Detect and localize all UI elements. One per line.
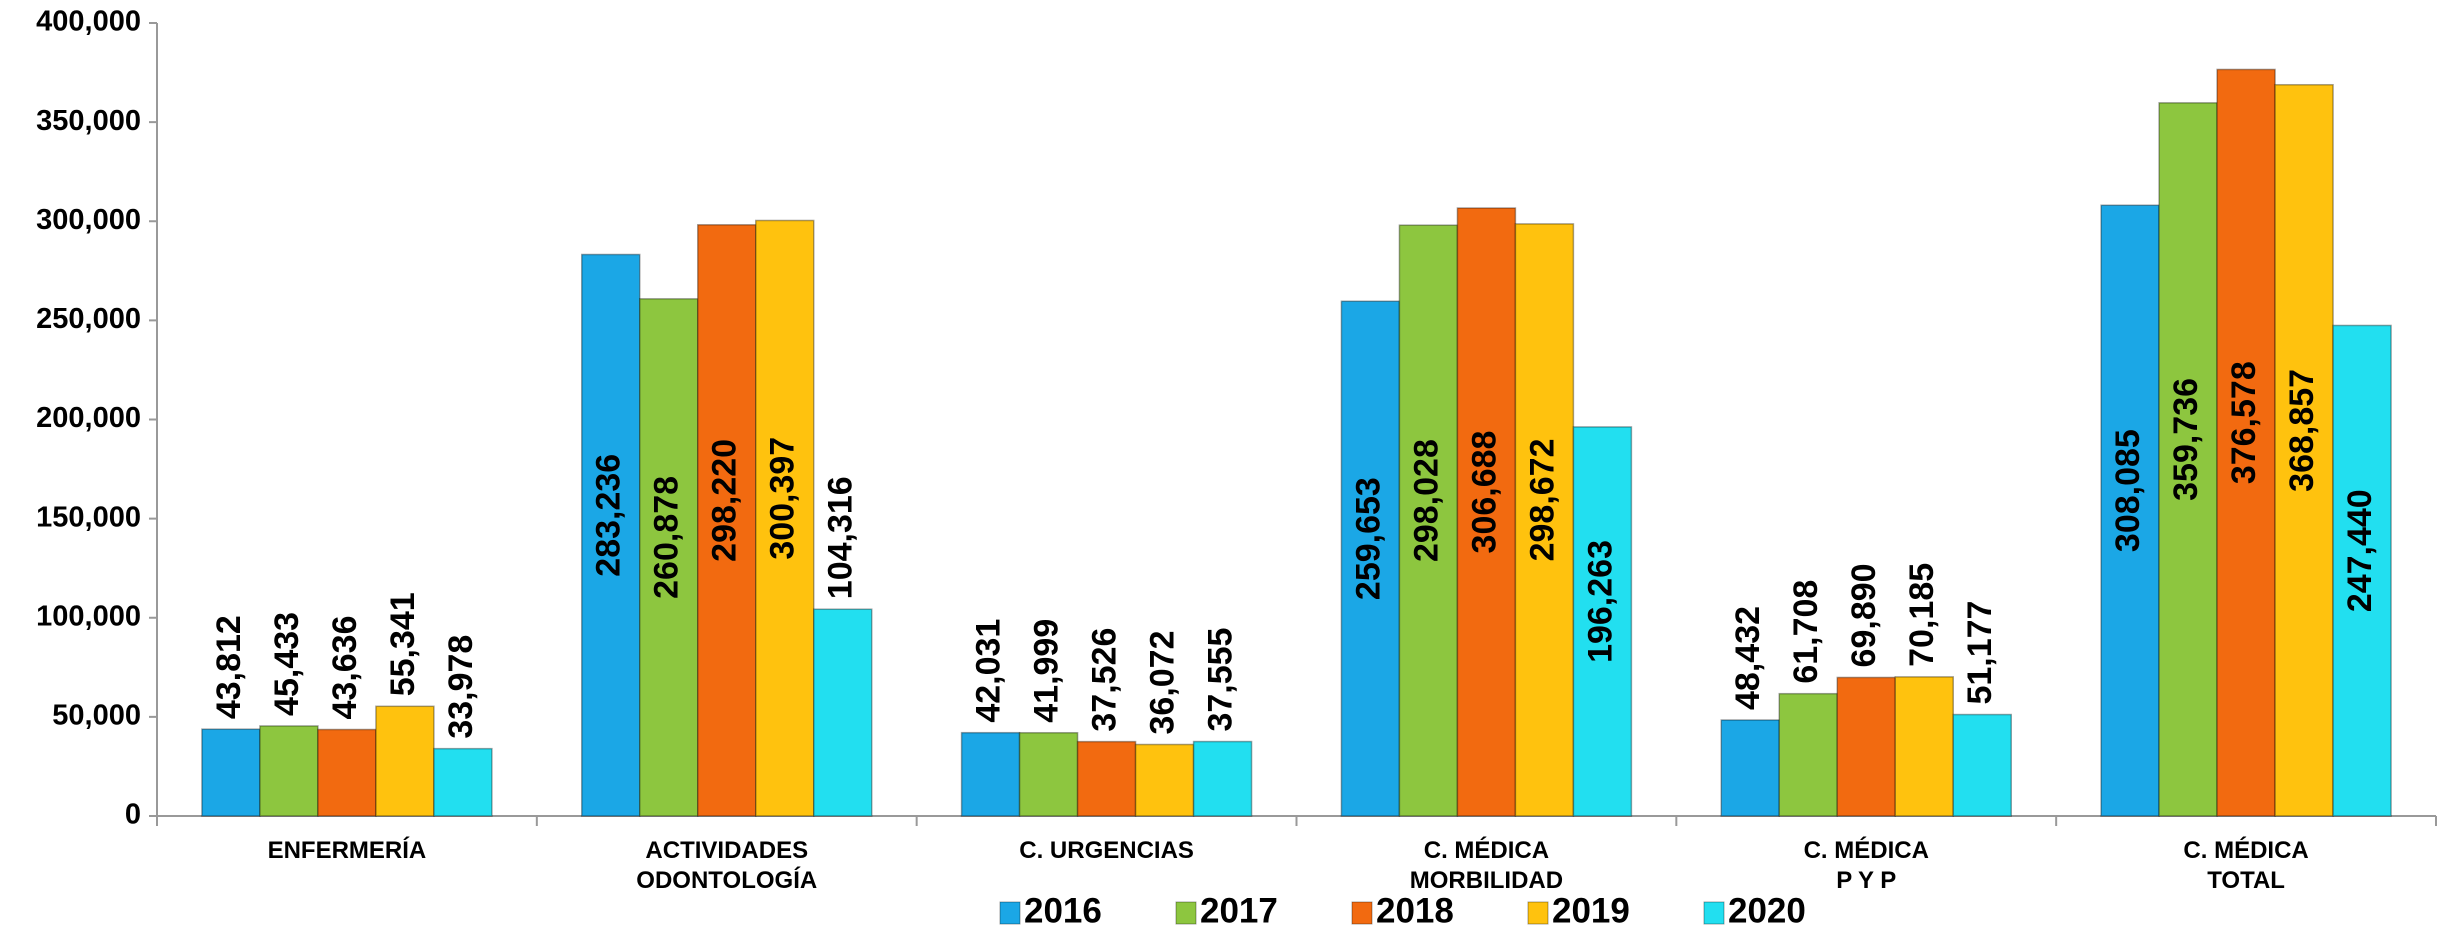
data-label: 298,220 (706, 439, 744, 562)
y-tick-label: 250,000 (36, 303, 141, 335)
x-tick-label: C. URGENCIAS (1019, 837, 1194, 864)
bar (755, 219, 815, 817)
data-label: 48,432 (1729, 606, 1767, 710)
data-label: 283,236 (590, 454, 628, 577)
bar (1572, 426, 1633, 817)
x-tick-label-line: P Y P (1836, 867, 1896, 894)
y-tick-label: 350,000 (36, 105, 141, 137)
x-tick-label-line: ACTIVIDADES (645, 837, 808, 864)
x-tick-label: C. MÉDICA MORBILIDAD (1410, 836, 1563, 894)
bar (1398, 224, 1459, 817)
data-label: 42,031 (970, 619, 1008, 723)
bar (2274, 83, 2334, 817)
bar (960, 731, 1021, 817)
bar (2100, 204, 2160, 817)
data-label: 260,878 (648, 476, 686, 599)
x-tick-label: ACTIVIDADES ODONTOLOGÍA (636, 837, 817, 894)
bar (2216, 68, 2276, 817)
x-tick-label: ENFERMERÍA (268, 836, 427, 864)
data-label: 33,978 (442, 635, 480, 739)
data-label: 37,555 (1202, 628, 1240, 732)
bar (1836, 676, 1896, 817)
bar (1134, 743, 1195, 817)
y-tick-label: 100,000 (36, 600, 141, 632)
bar (813, 608, 873, 817)
legend-label: 2018 (1376, 891, 1454, 930)
data-label: 298,028 (1407, 439, 1445, 562)
data-label: 45,433 (268, 612, 306, 716)
data-label: 300,397 (764, 437, 802, 560)
data-label: 298,672 (1523, 438, 1561, 561)
bar (2332, 324, 2392, 817)
x-tick-label-line: ODONTOLOGÍA (636, 866, 817, 894)
bar (697, 224, 757, 817)
y-tick-label: 200,000 (36, 402, 141, 434)
bar (639, 298, 699, 817)
bar (1192, 740, 1253, 817)
data-label: 43,812 (210, 615, 248, 719)
data-label: 196,263 (1581, 540, 1619, 663)
data-label: 43,636 (326, 615, 364, 719)
bar (1778, 692, 1838, 817)
x-tick-label-line: C. URGENCIAS (1019, 837, 1194, 864)
legend-label: 2016 (1024, 891, 1102, 930)
bar (1514, 223, 1575, 817)
x-tick-label: C. MÉDICA P Y P (1804, 836, 1929, 894)
legend-swatch (1351, 901, 1373, 925)
data-label: 69,890 (1845, 563, 1883, 667)
data-label: 306,688 (1465, 431, 1503, 554)
y-tick-label: 0 (125, 799, 141, 831)
data-label: 61,708 (1787, 580, 1825, 684)
legend-swatch (1175, 901, 1197, 925)
bar (581, 253, 641, 817)
x-tick-label-line: C. MÉDICA (1424, 836, 1549, 864)
data-label: 70,185 (1903, 563, 1941, 667)
bar (1076, 740, 1137, 817)
data-label: 36,072 (1144, 630, 1182, 734)
data-label: 376,578 (2225, 361, 2263, 484)
x-tick-label: C. MÉDICA TOTAL (2183, 836, 2308, 894)
bar (1952, 713, 2012, 817)
x-tick-label-line: C. MÉDICA (2183, 836, 2308, 864)
bar (375, 705, 435, 817)
bar (1018, 731, 1079, 817)
bar (259, 725, 319, 817)
data-label: 55,341 (384, 592, 422, 696)
data-label: 308,085 (2109, 429, 2147, 552)
data-label: 104,316 (822, 476, 860, 599)
x-tick-label-line: C. MÉDICA (1804, 836, 1929, 864)
legend-swatch (1703, 901, 1725, 925)
x-tick-label-line: TOTAL (2207, 867, 2285, 894)
data-label: 259,653 (1349, 477, 1387, 600)
legend-label: 2020 (1728, 891, 1806, 930)
x-tick-label-line: MORBILIDAD (1410, 867, 1563, 894)
y-tick-label: 50,000 (52, 700, 141, 732)
data-label: 51,177 (1961, 601, 1999, 705)
y-tick-label: 300,000 (36, 204, 141, 236)
data-label: 37,526 (1086, 628, 1124, 732)
data-label: 41,999 (1028, 619, 1066, 723)
x-tick-label-line: ENFERMERÍA (268, 836, 427, 864)
y-tick-label: 150,000 (36, 501, 141, 533)
legend-swatch (1527, 901, 1549, 925)
data-label: 359,736 (2167, 378, 2205, 501)
bar (433, 747, 493, 817)
bar (1894, 676, 1954, 817)
y-tick-label: 400,000 (36, 6, 141, 38)
data-label: 368,857 (2283, 369, 2321, 492)
bar (201, 728, 261, 817)
bar (1720, 719, 1780, 817)
data-label: 247,440 (2341, 489, 2379, 612)
legend-label: 2017 (1200, 891, 1278, 930)
legend-swatch (999, 901, 1021, 925)
bar (317, 728, 377, 817)
legend-label: 2019 (1552, 891, 1630, 930)
